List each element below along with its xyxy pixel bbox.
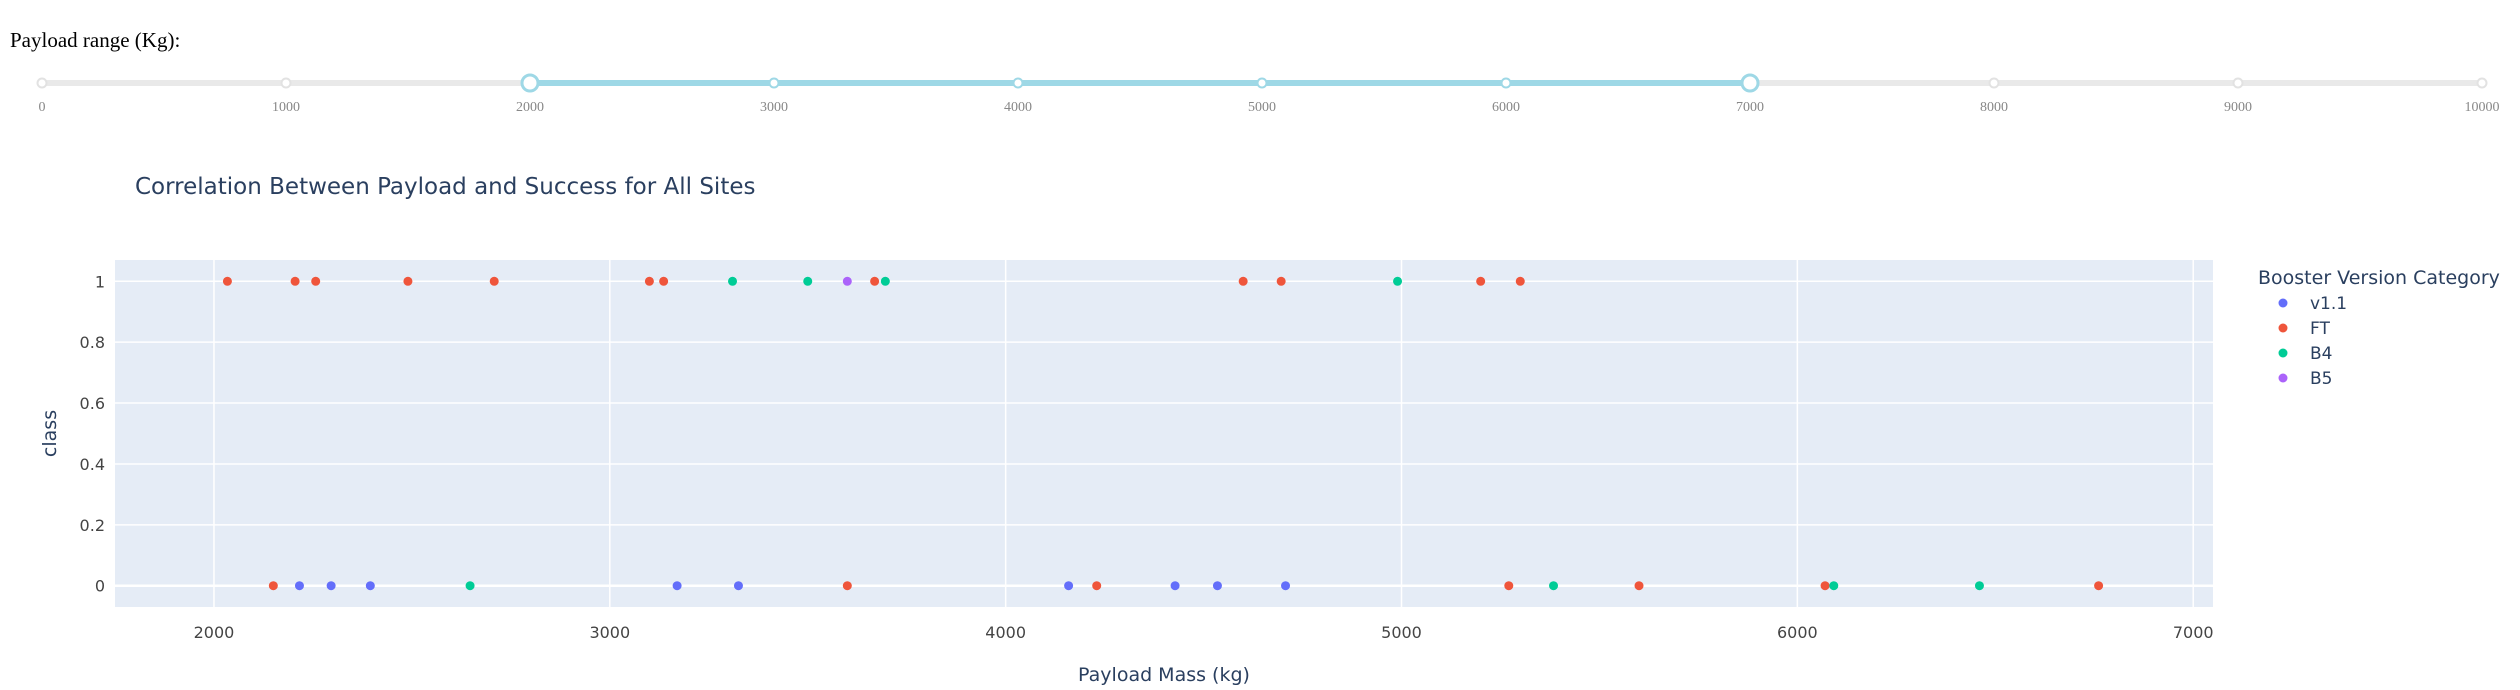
- data-point-b4[interactable]: [1974, 581, 1984, 591]
- slider-dot-6000[interactable]: [1500, 77, 1512, 89]
- data-point-v1-1[interactable]: [326, 581, 336, 591]
- data-point-b5[interactable]: [842, 276, 852, 286]
- slider-dot-10000[interactable]: [2476, 77, 2488, 89]
- chart-title: Correlation Between Payload and Success …: [135, 174, 755, 200]
- data-point-ft[interactable]: [644, 276, 654, 286]
- data-point-ft[interactable]: [1515, 276, 1525, 286]
- data-point-v1-1[interactable]: [1170, 581, 1180, 591]
- data-point-ft[interactable]: [842, 581, 852, 591]
- slider-handle-max[interactable]: [1740, 73, 1760, 93]
- data-point-b4[interactable]: [728, 276, 738, 286]
- data-point-ft[interactable]: [1476, 276, 1486, 286]
- slider-mark-label: 8000: [1980, 100, 2008, 115]
- y-tick-label: 0.2: [80, 516, 105, 535]
- data-point-ft[interactable]: [1504, 581, 1514, 591]
- data-point-ft[interactable]: [1634, 581, 1644, 591]
- data-point-ft[interactable]: [1092, 581, 1102, 591]
- data-point-ft[interactable]: [1276, 276, 1286, 286]
- data-point-ft[interactable]: [311, 276, 321, 286]
- slider-mark-label: 5000: [1248, 100, 1276, 115]
- data-point-ft[interactable]: [2094, 581, 2104, 591]
- x-tick-label: 3000: [589, 623, 630, 642]
- data-point-ft[interactable]: [1820, 581, 1830, 591]
- x-tick-label: 5000: [1381, 623, 1422, 642]
- slider-dot-5000[interactable]: [1256, 77, 1268, 89]
- data-point-ft[interactable]: [403, 276, 413, 286]
- slider-mark-label: 9000: [2224, 100, 2252, 115]
- data-point-ft[interactable]: [659, 276, 669, 286]
- x-tick-label: 4000: [985, 623, 1026, 642]
- data-point-v1-1[interactable]: [1212, 581, 1222, 591]
- x-tick-label: 7000: [2173, 623, 2214, 642]
- y-tick-label: 0.6: [80, 394, 105, 413]
- slider-handle-min[interactable]: [520, 73, 540, 93]
- legend-marker: [2278, 323, 2288, 333]
- data-point-ft[interactable]: [870, 276, 880, 286]
- legend-title: Booster Version Category: [2258, 267, 2500, 289]
- slider-dot-4000[interactable]: [1012, 77, 1024, 89]
- legend-item[interactable]: B5: [2310, 369, 2332, 389]
- data-point-ft[interactable]: [268, 581, 278, 591]
- payload-range-slider[interactable]: 0 1000 2000 3000 4000 5000 6000 7000 8000 9000 100…: [0, 60, 2520, 130]
- scatter-chart: Correlation Between Payload and Success …: [39, 174, 2500, 686]
- data-point-ft[interactable]: [290, 276, 300, 286]
- data-point-v1-1[interactable]: [365, 581, 375, 591]
- slider-dot-9000[interactable]: [2232, 77, 2244, 89]
- slider-dot-3000[interactable]: [768, 77, 780, 89]
- legend-marker: [2278, 298, 2288, 308]
- data-point-v1-1[interactable]: [733, 581, 743, 591]
- legend-item[interactable]: FT: [2310, 319, 2330, 339]
- slider-mark-label: 2000: [516, 100, 544, 115]
- data-point-v1-1[interactable]: [1281, 581, 1291, 591]
- slider-dot-1000[interactable]: [280, 77, 292, 89]
- legend-marker: [2278, 373, 2288, 383]
- legend: Booster Version Category v1.1 FT B4 B5: [2258, 267, 2500, 389]
- y-tick-label: 0.8: [80, 333, 105, 352]
- slider-mark-label: 10000: [2465, 100, 2500, 115]
- data-point-b4[interactable]: [465, 581, 475, 591]
- data-point-ft[interactable]: [1238, 276, 1248, 286]
- x-axis-label: Payload Mass (kg): [1078, 664, 1250, 686]
- slider-dot-0[interactable]: [36, 77, 48, 89]
- legend-item[interactable]: B4: [2310, 344, 2332, 364]
- slider-mark-label: 0: [39, 100, 46, 115]
- data-point-ft[interactable]: [489, 276, 499, 286]
- slider-mark-label: 1000: [272, 100, 300, 115]
- data-point-b4[interactable]: [1549, 581, 1559, 591]
- slider-dot-8000[interactable]: [1988, 77, 2000, 89]
- legend-item[interactable]: v1.1: [2310, 294, 2347, 314]
- slider-label: Payload range (Kg):: [10, 28, 181, 52]
- data-point-b4[interactable]: [803, 276, 813, 286]
- y-tick-label: 0: [95, 577, 105, 596]
- legend-marker: [2278, 348, 2288, 358]
- data-point-v1-1[interactable]: [294, 581, 304, 591]
- x-tick-label: 2000: [194, 623, 235, 642]
- data-point-b4[interactable]: [1829, 581, 1839, 591]
- data-point-b4[interactable]: [1393, 276, 1403, 286]
- slider-mark-label: 6000: [1492, 100, 1520, 115]
- x-tick-label: 6000: [1777, 623, 1818, 642]
- data-point-b4[interactable]: [880, 276, 890, 286]
- slider-mark-label: 3000: [760, 100, 788, 115]
- y-tick-label: 1: [95, 272, 105, 291]
- plot-area: [115, 260, 2213, 607]
- data-point-v1-1[interactable]: [672, 581, 682, 591]
- slider-mark-label: 7000: [1736, 100, 1764, 115]
- data-point-v1-1[interactable]: [1064, 581, 1074, 591]
- y-tick-label: 0.4: [80, 455, 105, 474]
- data-point-ft[interactable]: [222, 276, 232, 286]
- slider-mark-label: 4000: [1004, 100, 1032, 115]
- y-axis-label: class: [39, 410, 61, 457]
